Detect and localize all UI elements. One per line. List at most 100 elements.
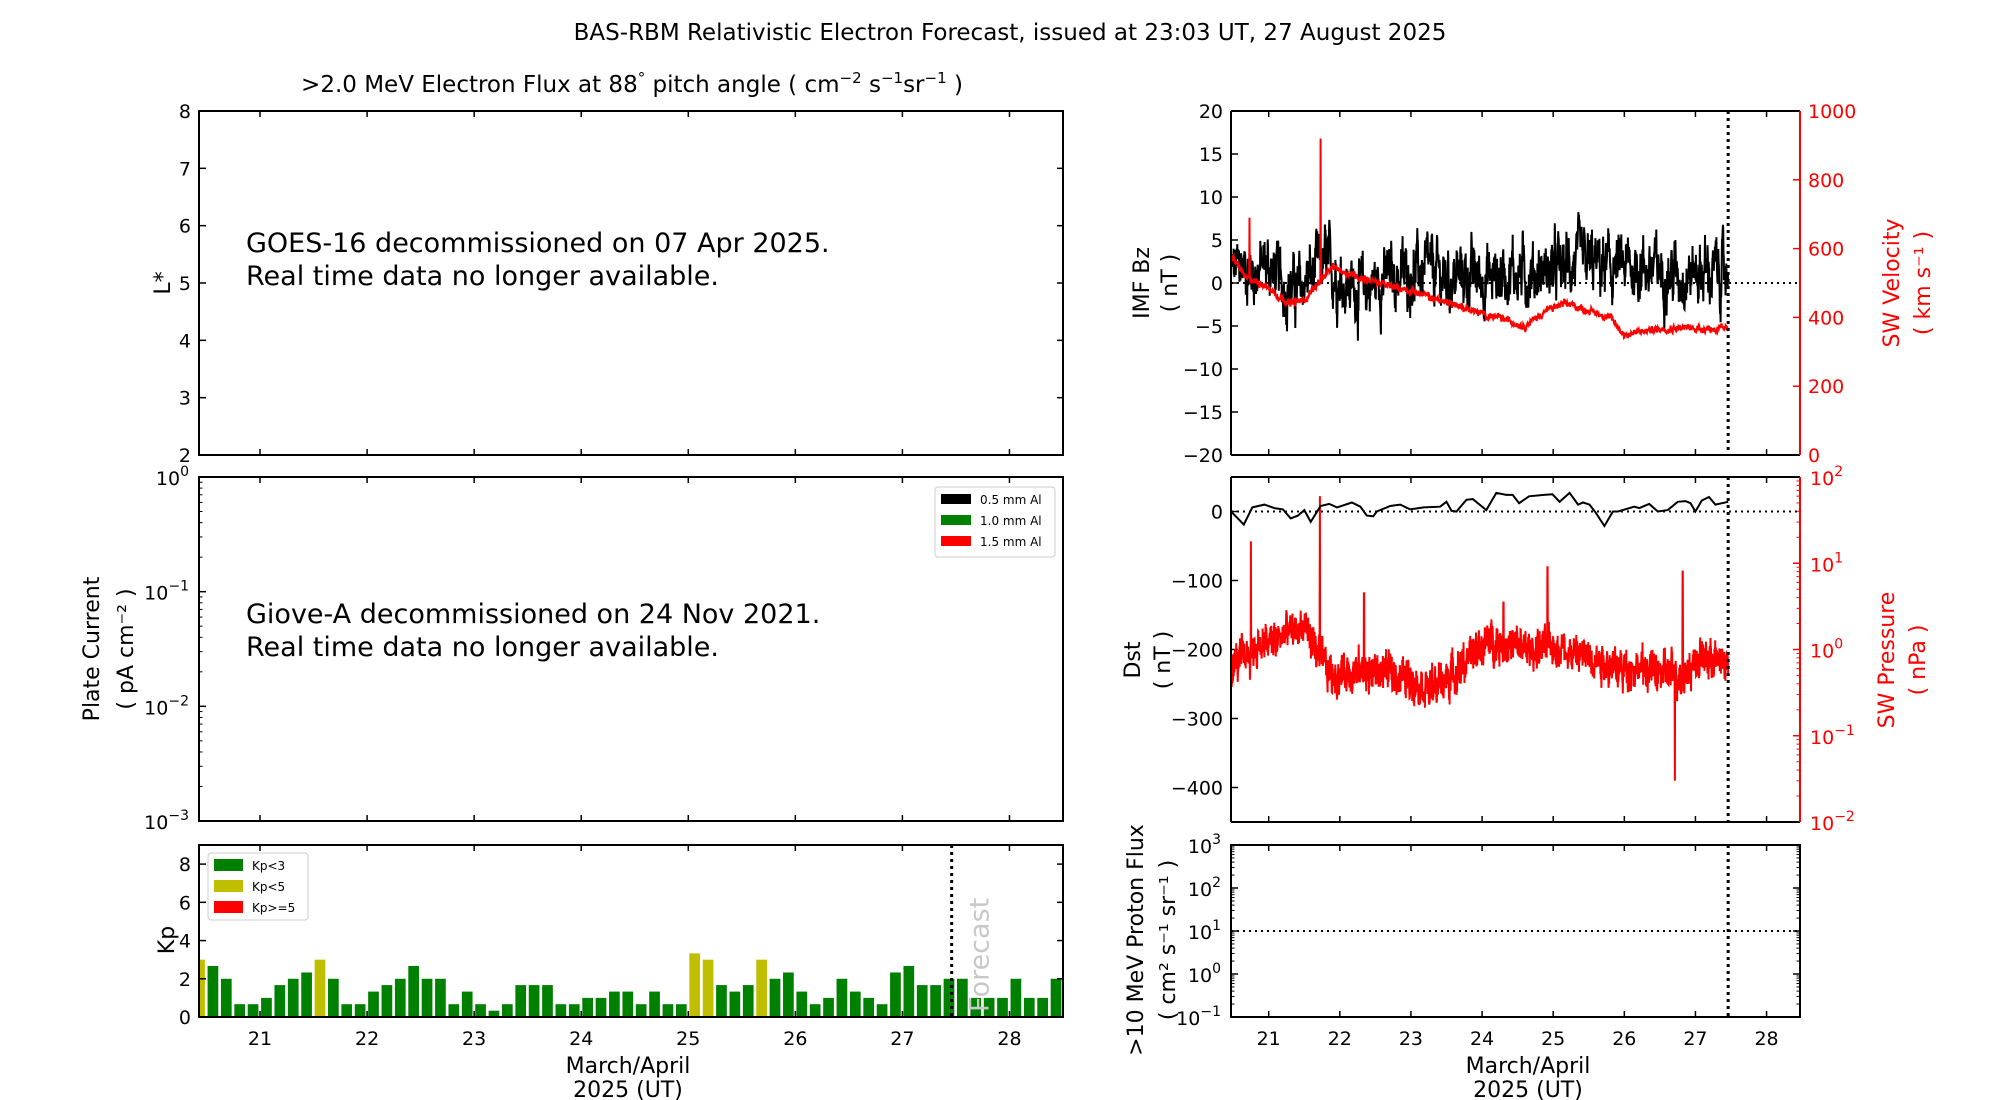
y-tick-label: 10−1 (144, 579, 189, 605)
kp-bar (702, 959, 714, 1017)
kp-bar (301, 972, 312, 1017)
kp-bar (783, 972, 794, 1017)
y-tick-label: 1000 (1808, 101, 1856, 123)
sw-velocity-series (1231, 138, 1729, 341)
y-tick-label: 10−1 (1176, 1004, 1221, 1030)
kp-bar (314, 959, 326, 1017)
legend-label-kp-lt3: Kp<3 (252, 859, 285, 873)
y-tick-label: 100 (156, 464, 189, 490)
y-tick-label: 101 (1188, 918, 1221, 944)
y-tick-label: 0 (1211, 502, 1223, 524)
kp-bar (689, 953, 701, 1017)
plate-current-ylabel-unit: ( pA cm⁻² ) (114, 588, 139, 709)
kp-bar (970, 997, 982, 1017)
y-tick-label: −5 (1195, 316, 1223, 338)
goes-message-line2: Real time data no longer available. (246, 261, 719, 292)
x-tick-label: 26 (783, 1028, 807, 1050)
y-tick-label: 8 (179, 101, 191, 123)
x-tick-label: 22 (1328, 1028, 1352, 1050)
electron-flux-panel: >2.0 MeV Electron Flux at 88° pitch angl… (151, 69, 1064, 467)
legend-swatch-kp-lt5 (214, 880, 243, 892)
dst-ylabel: Dst (1121, 641, 1146, 678)
figure-title: BAS-RBM Relativistic Electron Forecast, … (574, 20, 1447, 46)
x-tick-label: 23 (1399, 1028, 1423, 1050)
proton-flux-axes (1230, 844, 1801, 1018)
kp-bar (649, 991, 660, 1017)
goes-message-line1: GOES-16 decommissioned on 07 Apr 2025. (246, 228, 830, 259)
plate-current-y-ticks: 100 10−1 10−2 10−3 (144, 464, 206, 834)
kp-bar (662, 1004, 674, 1017)
y-tick-label: 101 (1810, 550, 1843, 576)
x-tick-label: 27 (1683, 1028, 1707, 1050)
giove-message-line2: Real time data no longer available. (246, 632, 719, 663)
kp-bar (997, 997, 1008, 1017)
x-tick-label: 25 (676, 1028, 700, 1050)
kp-bar (916, 985, 928, 1017)
x-tick-label: 22 (355, 1028, 379, 1050)
y-tick-label: 10−2 (144, 693, 189, 719)
kp-axes (198, 844, 1064, 1018)
kp-bar (528, 985, 540, 1017)
kp-bar (943, 978, 955, 1017)
y-tick-label: 10−1 (1810, 723, 1855, 749)
plate-current-axes (198, 476, 1064, 822)
kp-bar (199, 959, 205, 1017)
y-tick-label: −400 (1171, 778, 1223, 800)
x-tick-label: 28 (997, 1028, 1021, 1050)
kp-bar (461, 991, 473, 1017)
y-tick-label: 0 (1211, 273, 1223, 295)
kp-bar (809, 1004, 821, 1017)
kp-bar (890, 972, 901, 1017)
y-tick-label: 6 (179, 216, 191, 238)
kp-bar (341, 1004, 353, 1017)
proton-flux-panel: 10−1 100 101 102 103 21 22 23 24 25 26 27 28 >10 Me… (1124, 824, 1801, 1100)
y-tick-label: 102 (1810, 464, 1843, 490)
kp-bar (1010, 978, 1022, 1017)
kp-bar (716, 985, 727, 1017)
y-tick-label: 103 (1188, 832, 1221, 858)
x-tick-label: 24 (1470, 1028, 1494, 1050)
y-tick-label: −15 (1183, 402, 1223, 424)
kp-bar (903, 965, 915, 1017)
sw-pressure-y-ticks: 10−2 10−1 100 101 102 (1793, 464, 1855, 835)
kp-bar (983, 997, 995, 1017)
kp-bar (287, 978, 299, 1017)
y-tick-label: −300 (1171, 709, 1223, 731)
sw-pressure-ylabel: SW Pressure (1875, 592, 1900, 729)
kp-bar (957, 978, 968, 1017)
dst-series (1231, 491, 1729, 528)
legend-swatch-kp-ge5 (214, 901, 243, 913)
plate-current-legend: 0.5 mm Al 1.0 mm Al 1.5 mm Al (934, 486, 1056, 558)
kp-bar (435, 978, 446, 1017)
y-tick-label: 100 (1188, 961, 1221, 987)
sw-velocity-ylabel-unit: ( km s⁻¹ ) (1911, 231, 1936, 335)
legend-label-kp-ge5: Kp>=5 (252, 901, 295, 915)
x-axis-label-right-line1: March/April (1466, 1054, 1591, 1079)
y-tick-label: 10−3 (144, 808, 189, 834)
kp-bar (207, 965, 219, 1017)
y-tick-label: 0 (1808, 445, 1820, 467)
kp-bar (354, 1004, 366, 1017)
kp-bar (488, 1010, 500, 1017)
x-tick-label: 23 (462, 1028, 486, 1050)
y-tick-label: −20 (1183, 445, 1223, 467)
y-tick-label: −100 (1171, 571, 1223, 593)
sw-pressure-ylabel-unit: ( nPa ) (1906, 625, 1931, 696)
y-tick-label: 10 (1199, 187, 1223, 209)
electron-flux-axes (198, 110, 1064, 456)
kp-bar (609, 991, 620, 1017)
x-axis-label-left-line1: March/April (566, 1054, 691, 1079)
dst-ylabel-unit: ( nT ) (1151, 631, 1176, 690)
y-tick-label: 5 (1211, 230, 1223, 252)
kp-bar (1050, 978, 1062, 1017)
legend-swatch-1-0mm (941, 515, 971, 525)
y-tick-label: 15 (1199, 144, 1223, 166)
kp-bar (328, 978, 339, 1017)
kp-bar (675, 1004, 687, 1017)
kp-bar (515, 985, 527, 1017)
y-tick-label: 20 (1199, 101, 1223, 123)
y-tick-label: 7 (179, 158, 191, 180)
kp-bar (796, 991, 808, 1017)
y-tick-label: 4 (179, 931, 191, 953)
